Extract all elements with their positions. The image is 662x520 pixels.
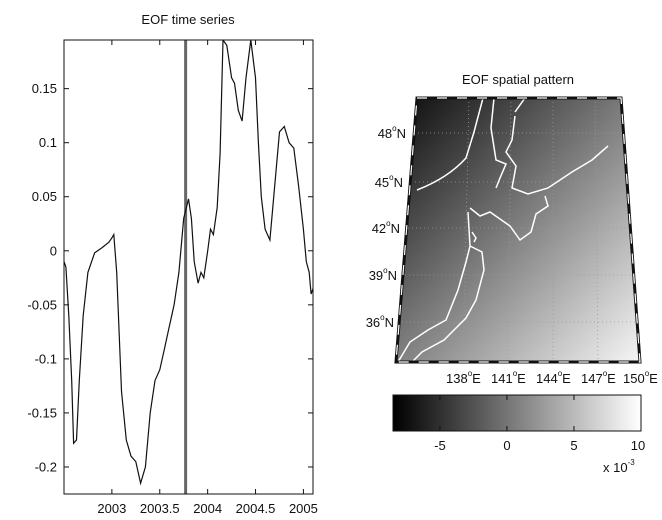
ts-x-tick-label: 2003.5 [140,501,180,516]
colorbar-scale: x 10-3 [603,458,635,475]
map-field [396,98,640,362]
ts-x-tick-label: 2004 [193,501,222,516]
colorbar-tick-label: 0 [503,438,510,453]
map-lon-labels: 138oE 141oE 144oE 147oE 150oE [446,369,658,386]
map-lat-label: 36oN [366,313,394,330]
map-lat-label: 48oN [378,124,406,141]
colorbar-ticks: -5 0 5 10 [434,395,645,453]
colorbar-scale-base: x 10 [603,460,628,475]
ts-x-ticks: 2003 2003.5 2004 2004.5 2005 [97,40,318,516]
map-lon-label: 144oE [536,369,571,386]
ts-series-line [64,40,313,486]
map-frame-dashes [395,97,641,363]
map-lat-label: 45oN [375,173,403,190]
colorbar-scale-exp: -3 [628,458,636,467]
ts-x-tick-label: 2004.5 [236,501,276,516]
colorbar [392,394,642,432]
map-title: EOF spatial pattern [462,72,574,87]
ts-x-tick-label: 2005 [289,501,318,516]
map-lon-label: 150oE [623,369,658,386]
ts-y-ticks: 0.15 0.1 0.05 0 -0.05 -0.1 -0.15 -0.2 [27,81,313,474]
map-lat-label: 39oN [369,266,397,283]
ts-y-tick-label: -0.1 [35,351,57,366]
ts-x-tick-label: 2003 [97,501,126,516]
map-lon-label: 141oE [491,369,526,386]
colorbar-tick-label: -5 [434,438,446,453]
ts-y-tick-label: 0 [50,243,57,258]
coastline [397,98,609,362]
ts-y-tick-label: -0.2 [35,459,57,474]
ts-y-tick-label: 0.1 [39,135,57,150]
colorbar-tick-label: 5 [570,438,577,453]
time-series-title: EOF time series [141,12,235,27]
colorbar-tick-label: 10 [631,438,645,453]
ts-y-tick-label: -0.05 [27,297,57,312]
map-lat-labels: 48oN 45oN 42oN 39oN 36oN [366,124,406,330]
map-lon-label: 147oE [581,369,616,386]
ts-y-tick-label: 0.15 [32,81,57,96]
ts-y-tick-label: -0.15 [27,405,57,420]
ts-y-tick-label: 0.05 [32,189,57,204]
map-lat-label: 42oN [372,219,400,236]
ts-axes-box [63,39,314,495]
map-grid [398,98,637,362]
map-lon-label: 138oE [446,369,481,386]
